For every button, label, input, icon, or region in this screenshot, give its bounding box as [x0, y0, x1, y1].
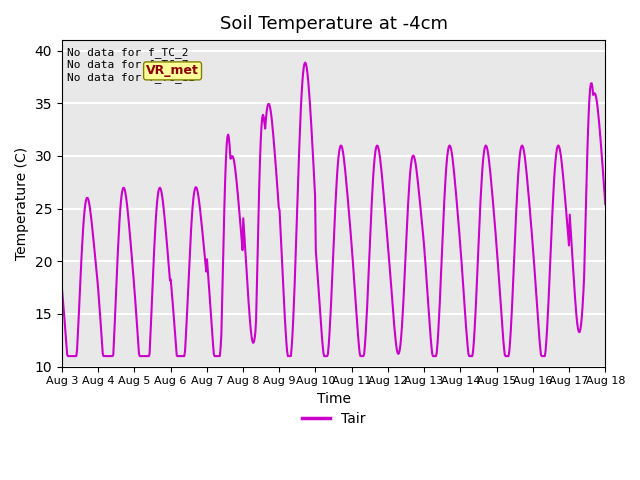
X-axis label: Time: Time: [317, 392, 351, 406]
Y-axis label: Temperature (C): Temperature (C): [15, 147, 29, 260]
Title: Soil Temperature at -4cm: Soil Temperature at -4cm: [220, 15, 447, 33]
Legend: Tair: Tair: [296, 407, 371, 432]
Text: VR_met: VR_met: [146, 64, 199, 77]
Text: No data for f_TC_2
No data for f_TC_7
No data for f_TC_12: No data for f_TC_2 No data for f_TC_7 No…: [67, 47, 196, 83]
